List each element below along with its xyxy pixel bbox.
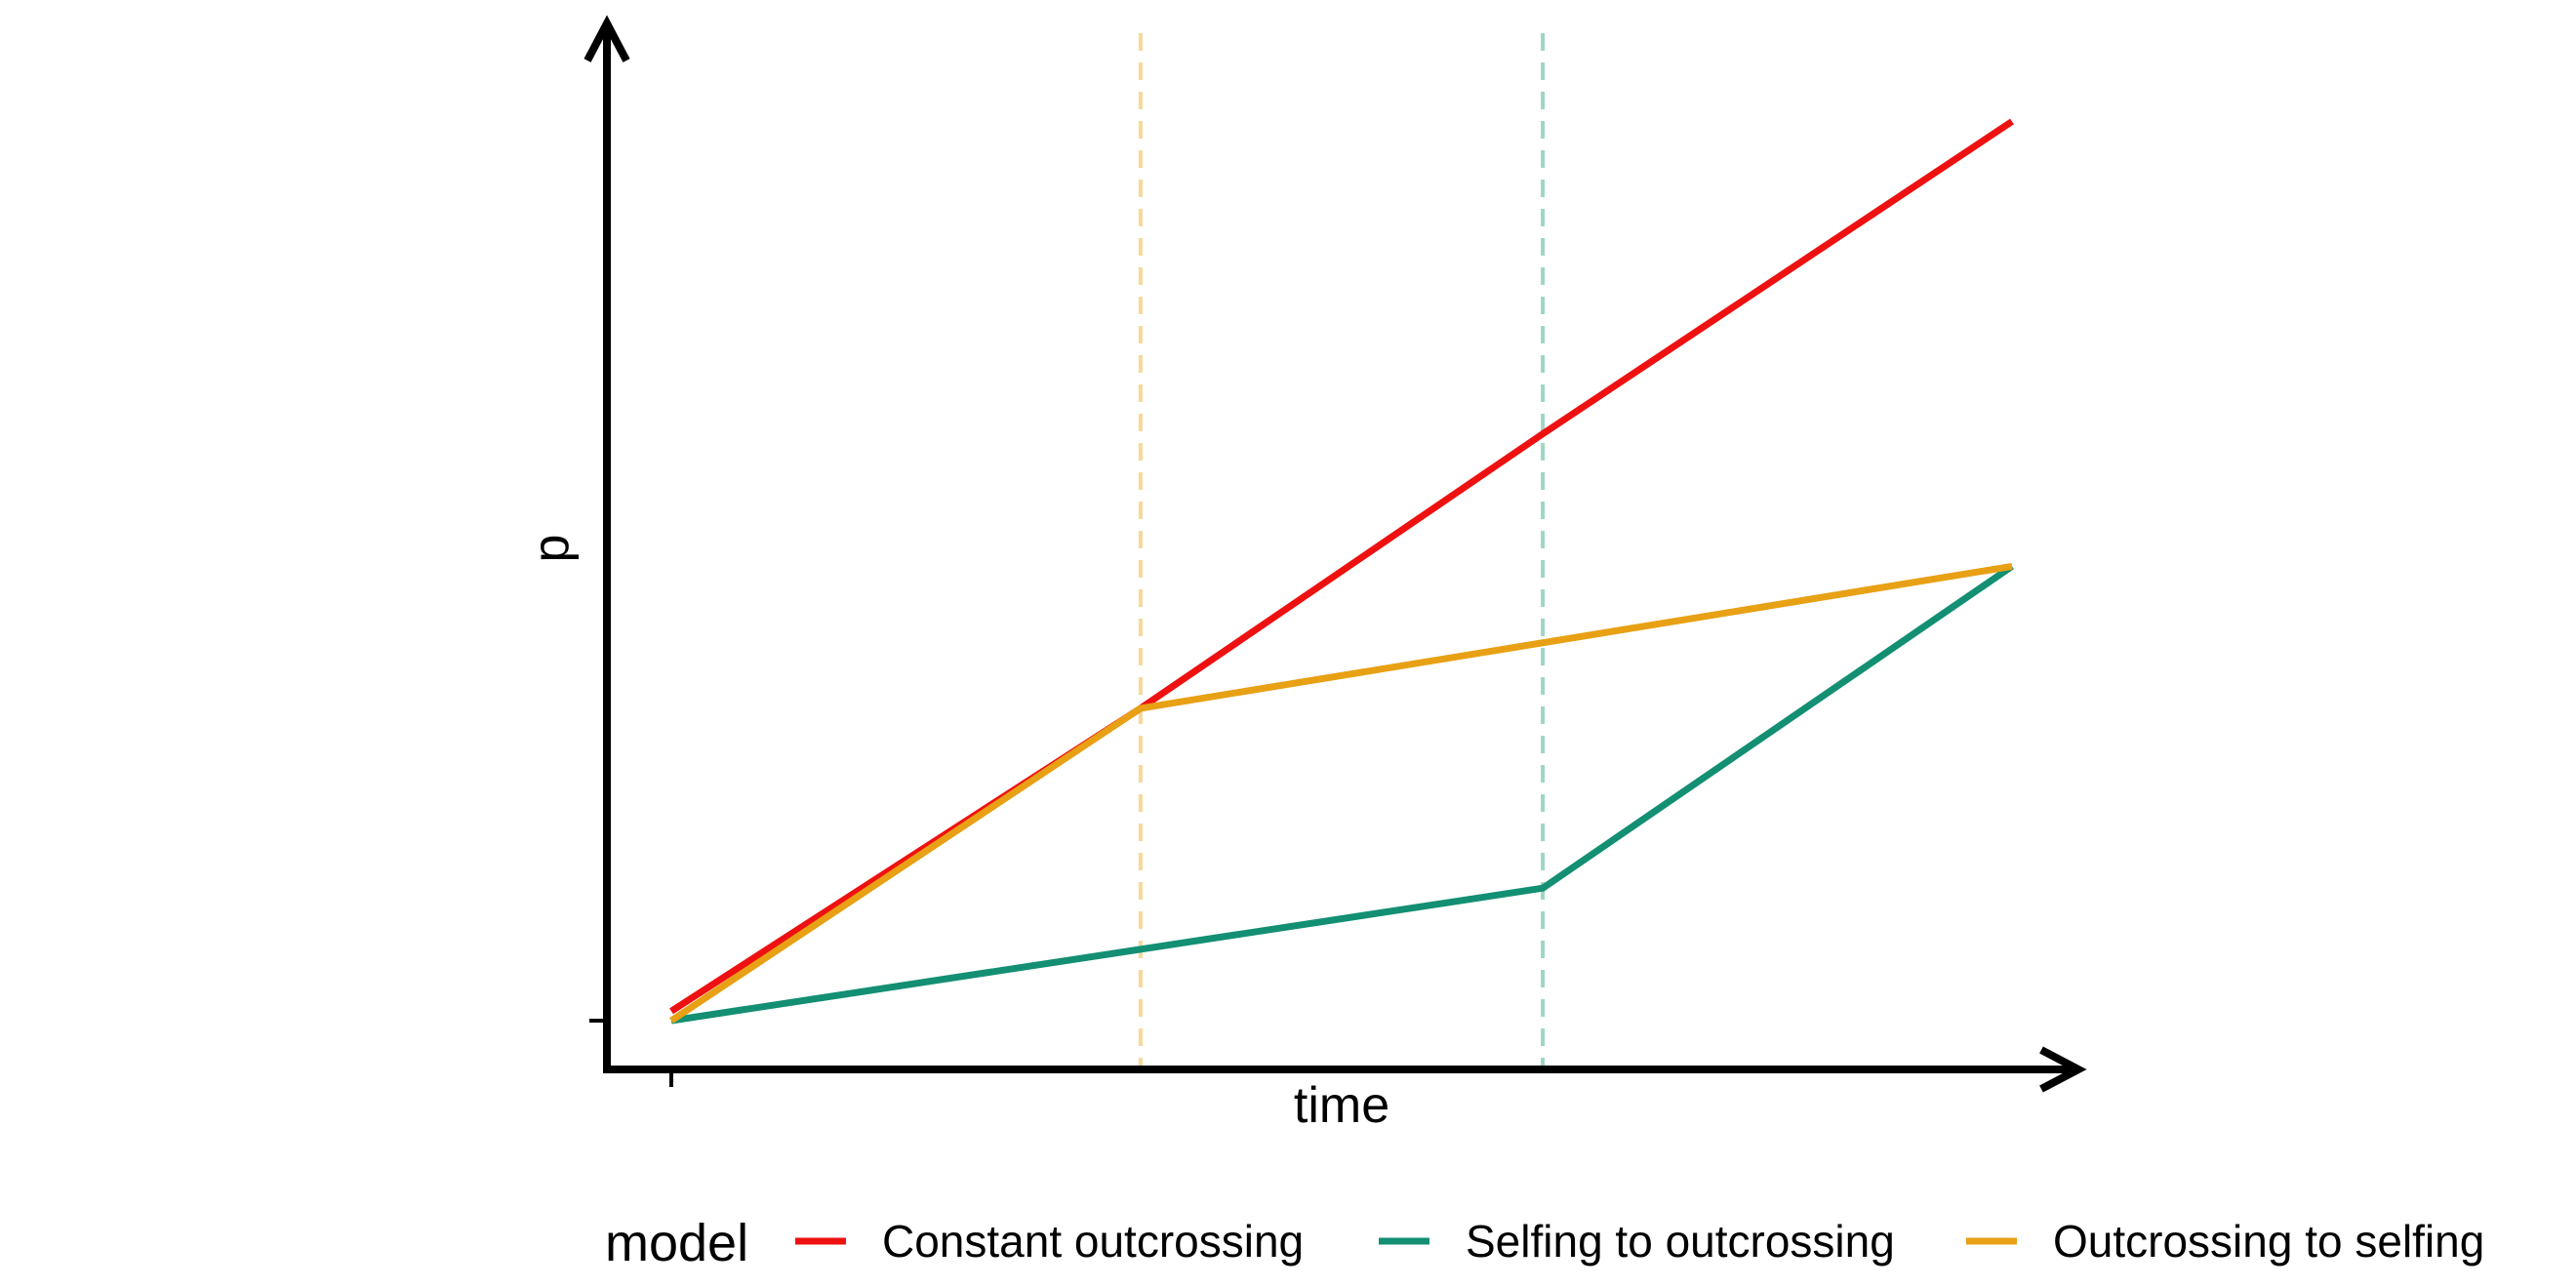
series-lines xyxy=(669,118,2014,1025)
series-line-1 xyxy=(669,118,2014,1015)
y-axis-arrow xyxy=(584,15,630,62)
y-axis-title: p xyxy=(523,535,580,563)
series-line-3 xyxy=(669,562,2013,1024)
reference-lines xyxy=(1138,33,1546,1067)
legend-label-3: Outcrossing to selfing xyxy=(2053,1216,2484,1267)
legend-label-1: Constant outcrossing xyxy=(882,1216,1304,1267)
axes xyxy=(584,15,2087,1093)
x-axis-title: time xyxy=(1294,1077,1389,1134)
series-line-2 xyxy=(670,563,2014,1025)
legend-label-2: Selfing to outcrossing xyxy=(1466,1216,1895,1267)
legend: model Constant outcrossing Selfing to out… xyxy=(605,1214,2484,1272)
legend-title: model xyxy=(605,1214,748,1272)
x-axis-arrow xyxy=(2039,1046,2087,1093)
